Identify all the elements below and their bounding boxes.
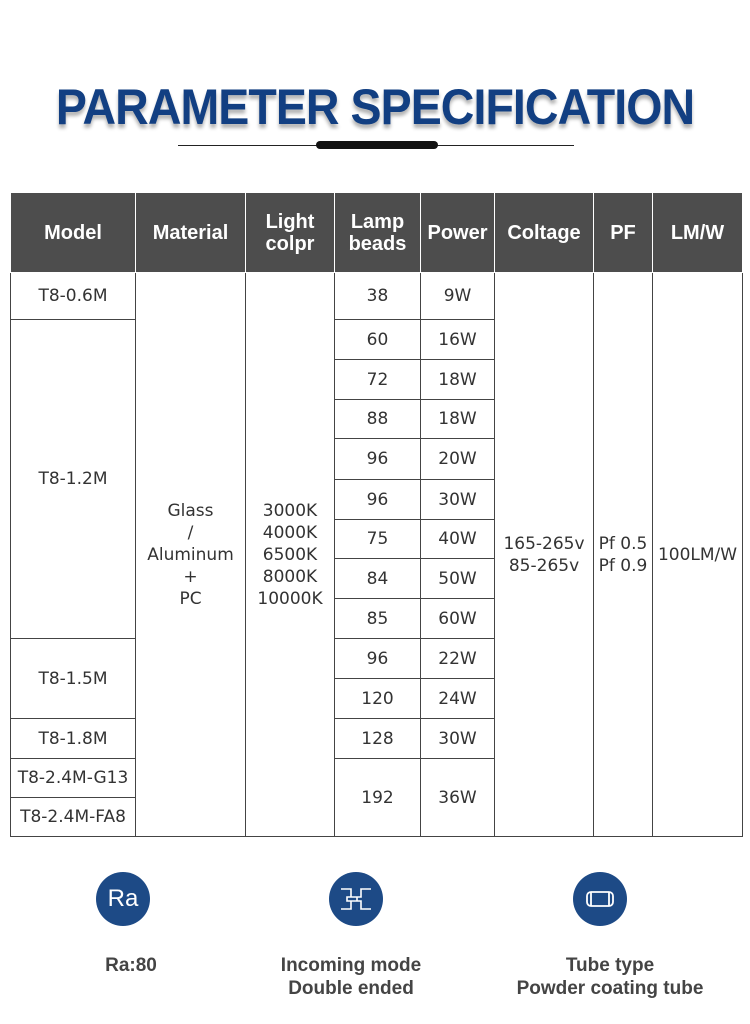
- voltage-cell: 165-265v 85-265v: [494, 272, 594, 837]
- table-row: 84 50W: [11, 558, 743, 599]
- tube-icon: [573, 872, 627, 926]
- material-cell: Glass / Aluminum + PC: [135, 272, 246, 837]
- power-cell: 50W: [420, 558, 495, 599]
- table-row: 96 30W: [11, 479, 743, 520]
- header-pf: PF: [593, 192, 653, 273]
- model-cell: T8-2.4M-G13: [10, 758, 136, 798]
- header-lmw: LM/W: [652, 192, 743, 273]
- beads-cell: 192: [334, 758, 421, 837]
- power-cell: 40W: [420, 519, 495, 559]
- lmw-cell: 100LM/W: [652, 272, 743, 837]
- feature-label: Incoming mode Double ended: [280, 955, 422, 999]
- beads-cell: 84: [334, 558, 421, 599]
- beads-cell: 85: [334, 598, 421, 639]
- light-color-cell: 3000K 4000K 6500K 8000K 10000K: [245, 272, 335, 837]
- beads-cell: 88: [334, 399, 421, 439]
- pf-cell: Pf 0.5 Pf 0.9: [593, 272, 653, 837]
- power-cell: 20W: [420, 438, 495, 480]
- table-row: 75 40W: [11, 519, 743, 559]
- spec-table: Model Material Light colpr Lamp beads Powe…: [10, 192, 743, 837]
- power-cell: 36W: [420, 758, 495, 837]
- page-title: PARAMETER SPECIFICATION: [55, 79, 695, 135]
- beads-cell: 120: [334, 678, 421, 719]
- beads-cell: 75: [334, 519, 421, 559]
- power-cell: 60W: [420, 598, 495, 639]
- divider-pill: [316, 141, 438, 149]
- feature-label: Tube type Powder coating tube: [516, 955, 704, 999]
- table-row: T8-1.2M 60 16W: [10, 319, 743, 639]
- power-cell: 9W: [420, 272, 495, 320]
- table-row: 72 18W: [11, 359, 743, 400]
- beads-cell: 60: [334, 319, 421, 360]
- table-row: T8-1.8M 128 30W: [10, 718, 743, 759]
- header-voltage: Coltage: [494, 192, 594, 273]
- header-model: Model: [10, 192, 136, 273]
- header-light-color: Light colpr: [245, 192, 335, 273]
- beads-cell: 128: [334, 718, 421, 759]
- beads-cell: 72: [334, 359, 421, 400]
- power-cell: 24W: [420, 678, 495, 719]
- model-cell: T8-1.5M: [10, 638, 136, 719]
- power-cell: 22W: [420, 638, 495, 679]
- header-row: Model Material Light colpr Lamp beads Powe…: [10, 192, 743, 273]
- power-cell: 18W: [420, 359, 495, 400]
- power-cell: 16W: [420, 319, 495, 360]
- ra-icon: Ra: [96, 872, 150, 926]
- beads-cell: 96: [334, 638, 421, 679]
- beads-cell: 96: [334, 438, 421, 480]
- header-lamp-beads: Lamp beads: [334, 192, 421, 273]
- table-row: 96 20W: [11, 438, 743, 480]
- feature-label: Ra:80: [105, 955, 157, 976]
- table-row: 85 60W: [11, 598, 743, 639]
- beads-cell: 38: [334, 272, 421, 320]
- header-material: Material: [135, 192, 246, 273]
- table-row: 120 24W: [11, 678, 743, 719]
- table-row: T8-2.4M-G13 192 36W: [10, 758, 743, 837]
- model-cell: T8-1.2M: [10, 319, 136, 639]
- model-cell: T8-0.6M: [10, 272, 136, 320]
- power-cell: 30W: [420, 479, 495, 520]
- table-row: T8-2.4M-FA8: [10, 797, 743, 837]
- beads-cell: 96: [334, 479, 421, 520]
- table-row: T8-0.6M Glass / Aluminum + PC 3000K 4000K 6500…: [10, 272, 743, 837]
- table-row: 88 18W: [11, 399, 743, 439]
- model-cell: T8-2.4M-FA8: [10, 797, 136, 837]
- power-cell: 30W: [420, 718, 495, 759]
- header-power: Power: [420, 192, 495, 273]
- model-cell: T8-1.8M: [10, 718, 136, 759]
- power-cell: 18W: [420, 399, 495, 439]
- double-ended-icon: [329, 872, 383, 926]
